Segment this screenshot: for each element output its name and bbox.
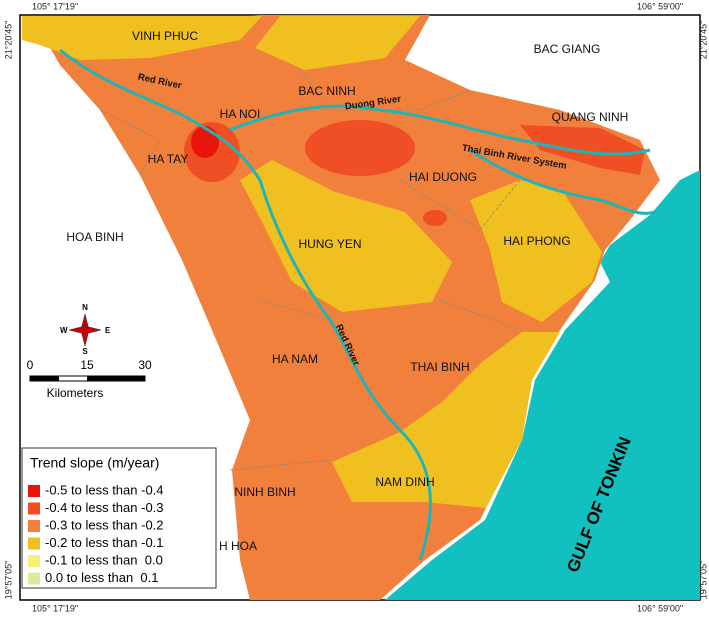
scale-bar: 0 15 30 Kilometers <box>27 358 152 400</box>
river <box>229 104 651 156</box>
coordinate: 21°20'45" <box>3 21 13 60</box>
legend-swatch <box>28 520 40 532</box>
legend-label: -0.1 to less than 0.0 <box>45 552 163 567</box>
compass-label: E <box>105 326 111 335</box>
place-label: BAC NINH <box>298 84 355 98</box>
zone <box>520 125 645 175</box>
place-label: H HOA <box>219 539 257 553</box>
zone <box>255 16 420 70</box>
compass-label: W <box>60 326 68 335</box>
legend-label: -0.4 to less than -0.3 <box>45 500 164 515</box>
legend-label: -0.3 to less than -0.2 <box>45 517 164 532</box>
legend-box <box>21 447 217 589</box>
scale-unit: Kilometers <box>47 386 104 400</box>
zone <box>423 210 447 226</box>
coordinate: 106° 59'00" <box>637 603 683 613</box>
zone <box>470 180 602 322</box>
compass-label: S <box>82 347 88 356</box>
scale-label: 30 <box>138 358 152 372</box>
place-label: HOA BINH <box>66 230 123 244</box>
legend-swatch <box>28 537 40 550</box>
place-label: HA NOI <box>220 107 261 121</box>
zone <box>240 160 452 312</box>
scale-label: 15 <box>80 358 94 372</box>
place-label: HUNG YEN <box>298 237 361 251</box>
legend-swatch <box>28 572 40 585</box>
legend-label: 0.0 to less than 0.1 <box>45 570 158 585</box>
place-label: VINH PHUC <box>132 29 198 43</box>
river <box>59 48 432 561</box>
legend: Trend slope (m/year) -0.5 to less than -… <box>21 447 217 589</box>
scale-label: 0 <box>27 358 34 372</box>
place-label: QUANG NINH <box>552 110 629 124</box>
zone <box>332 332 560 508</box>
legend-title: Trend slope (m/year) <box>30 455 159 471</box>
place-label: BAC GIANG <box>534 42 601 56</box>
coordinate: 19°57'05" <box>698 561 708 600</box>
legend-label: -0.5 to less than -0.4 <box>45 482 164 497</box>
zone <box>191 126 219 158</box>
place-label: HA TAY <box>148 152 189 166</box>
coordinate: 106° 59'00" <box>637 1 683 11</box>
legend-swatch <box>28 502 40 515</box>
coordinate: 21°20'45" <box>698 21 708 60</box>
place-label: THAI BINH <box>410 360 469 374</box>
compass-label: N <box>82 303 88 312</box>
legend-label: -0.2 to less than -0.1 <box>45 535 164 550</box>
place-label: HAI DUONG <box>409 170 477 184</box>
place-label: NINH BINH <box>234 485 295 499</box>
legend-swatch <box>28 485 40 497</box>
place-label: NAM DINH <box>375 475 434 489</box>
coordinate: 105° 17'19" <box>32 1 78 11</box>
compass: N S E W <box>60 303 111 356</box>
place-label: HAI PHONG <box>503 234 570 248</box>
legend-swatch <box>28 555 40 567</box>
place-label: HA NAM <box>272 352 318 366</box>
coordinate: 105° 17'19" <box>32 603 78 613</box>
river <box>469 148 661 215</box>
sea <box>385 170 700 600</box>
zone <box>305 120 415 176</box>
coordinate: 19°57'05" <box>3 561 13 600</box>
zone <box>22 16 262 60</box>
